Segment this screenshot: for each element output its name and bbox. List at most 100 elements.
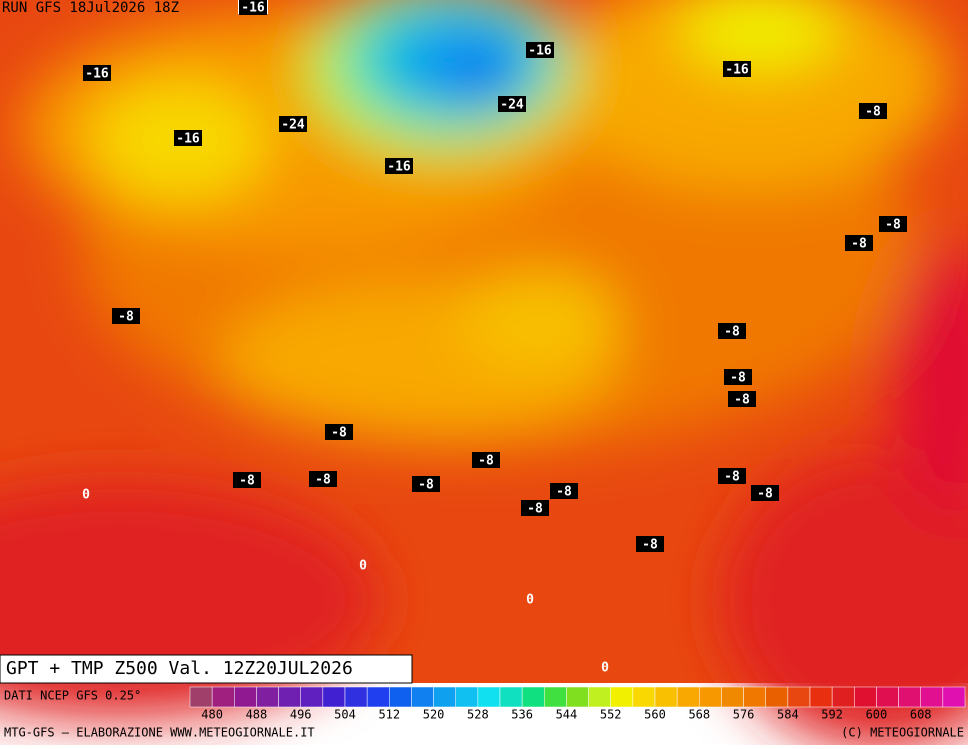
colorbar-label: 488 [246,708,268,722]
contour-label: -8 [642,538,658,553]
label-box [233,472,261,488]
color-swatch [211,686,235,708]
color-swatch [433,686,456,708]
contour-label: 0 [601,661,609,676]
color-swatch [234,686,257,708]
label-box [723,61,751,77]
contour-label: -16 [387,160,411,175]
colorbar-label: 528 [467,708,489,722]
color-swatch [920,686,944,708]
contour-label: -8 [724,470,740,485]
label-box [845,235,873,251]
color-swatch [278,686,301,708]
title-box [0,654,413,684]
contour-label: -8 [527,502,543,517]
label-box [718,323,746,339]
label-box [309,471,337,487]
label-box [550,483,578,499]
label-box [83,65,111,81]
color-swatch [787,686,811,708]
label-box [174,130,202,146]
contour-label: -16 [528,44,552,59]
color-swatch [632,686,656,708]
color-swatch [654,686,678,708]
contour-label: -8 [724,325,740,340]
color-swatch [477,686,501,708]
label-box [279,116,307,132]
label-box [859,103,887,119]
colorbar-label: 504 [334,708,356,722]
label-box [879,216,907,232]
color-swatch [831,686,855,708]
color-swatch [455,686,479,708]
run-label: RUN GFS 18Jul2026 18Z [2,0,179,16]
color-swatch [300,686,324,708]
label-box [751,485,779,501]
colorbar-label: 608 [910,708,932,722]
color-swatch [610,686,634,708]
label-box [718,468,746,484]
source-note: DATI NCEP GFS 0.25° [4,689,141,703]
color-swatch [699,686,722,708]
label-box [385,158,413,174]
label-box [636,536,664,552]
colorbar-label: 480 [201,708,223,722]
color-swatch [256,686,279,708]
colorbar-label: 600 [866,708,888,722]
colorbar-label: 552 [600,708,622,722]
color-swatch [566,686,589,708]
colorbar-label: 592 [821,708,843,722]
color-swatch [809,686,833,708]
color-swatch [521,686,545,708]
contour-label: 0 [526,593,534,608]
contour-label: -8 [757,487,773,502]
contour-label: -8 [885,218,901,233]
color-swatch [544,686,567,708]
color-swatch [411,686,434,708]
label-box [412,476,440,492]
color-swatch [765,686,789,708]
contour-label: -8 [851,237,867,252]
credits: MTG-GFS — ELABORAZIONE WWW.METEOGIORNALE… [4,726,315,740]
colorbar-label: 520 [423,708,445,722]
color-swatch [344,686,368,708]
contour-label: 0 [82,488,90,503]
color-swatch [322,686,346,708]
contour-label: -8 [734,393,750,408]
colorbar-label: 560 [644,708,666,722]
label-box [526,42,554,58]
colorbar-label: 576 [733,708,755,722]
contour-label: -8 [478,454,494,469]
contour-label: -16 [85,67,109,82]
contour-label: -8 [315,473,331,488]
color-swatch [588,686,611,708]
contour-label: -8 [418,478,434,493]
copyright: (C) METEOGIORNALE [841,726,964,740]
color-swatch [898,686,921,708]
map-title: GPT + TMP Z500 Val. 12Z20JUL2026 [6,658,353,679]
contour-label: -8 [118,310,134,325]
contour-label: -8 [331,426,347,441]
label-box [239,0,267,15]
colorbar-label: 544 [556,708,578,722]
color-swatch [743,686,766,708]
colorbar-label: 536 [511,708,533,722]
label-box [724,369,752,385]
contour-label: -16 [725,63,749,78]
label-box [325,424,353,440]
label-box [472,452,500,468]
contour-label: 0 [359,559,367,574]
color-swatch [854,686,877,708]
contour-label: -8 [239,474,255,489]
color-swatch [499,686,523,708]
color-swatch [366,686,390,708]
label-box [498,96,526,112]
contour-label: -8 [730,371,746,386]
contour-label: -16 [241,1,265,16]
color-swatch [942,686,966,708]
color-swatch [676,686,700,708]
contour-label: -8 [865,105,881,120]
colorbar-label: 568 [688,708,710,722]
